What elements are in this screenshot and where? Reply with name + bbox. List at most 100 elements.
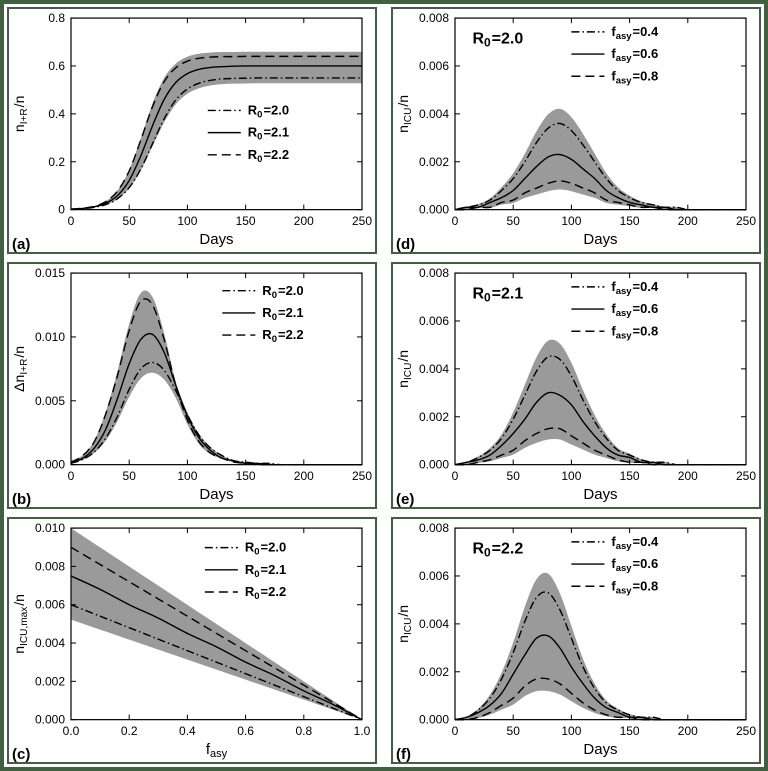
svg-text:0.008: 0.008	[419, 266, 449, 280]
svg-text:0.6: 0.6	[48, 59, 65, 73]
svg-text:1.0: 1.0	[354, 724, 371, 738]
svg-text:fasy=0.4: fasy=0.4	[611, 24, 659, 42]
panel-label-a: (a)	[12, 236, 31, 253]
svg-text:0.010: 0.010	[35, 521, 65, 535]
svg-text:R0=2.0: R0=2.0	[262, 283, 303, 301]
chart-f-icu-r2p2: 0 50 100 150 200 250 0.000 0.002 0.004 0.006 0.008…	[395, 521, 756, 758]
panel-b: 0 50 100 150 200 250 0.000 0.005 0.010 0.015 Days Δ…	[7, 262, 377, 509]
panel-d: 0 50 100 150 200 250 0.000 0.002 0.004 0.006 0.008…	[391, 7, 761, 254]
svg-text:R0=2.1: R0=2.1	[262, 305, 303, 323]
svg-text:Days: Days	[199, 231, 233, 248]
svg-text:0.006: 0.006	[419, 59, 449, 73]
svg-text:ΔnI+R/n: ΔnI+R/n	[11, 346, 30, 392]
svg-text:50: 50	[123, 214, 137, 228]
svg-text:150: 150	[236, 469, 256, 483]
svg-text:nICU,max/n: nICU,max/n	[11, 594, 30, 654]
svg-text:150: 150	[620, 724, 640, 738]
panel-f: 0 50 100 150 200 250 0.000 0.002 0.004 0.006 0.008…	[391, 517, 761, 764]
svg-text:R0=2.1: R0=2.1	[245, 562, 286, 580]
svg-text:R0=2.2: R0=2.2	[262, 327, 303, 345]
svg-text:0: 0	[452, 724, 459, 738]
svg-text:fasy=0.8: fasy=0.8	[611, 68, 658, 86]
svg-text:0.4: 0.4	[179, 724, 196, 738]
svg-text:R0=2.0: R0=2.0	[245, 540, 286, 558]
svg-text:150: 150	[620, 469, 640, 483]
svg-text:0.006: 0.006	[35, 598, 65, 612]
svg-text:200: 200	[678, 724, 698, 738]
svg-text:250: 250	[352, 469, 372, 483]
svg-text:R0=2.0: R0=2.0	[248, 102, 289, 120]
svg-text:200: 200	[678, 469, 698, 483]
panel-label-c: (c)	[12, 746, 31, 763]
panel-label-f: (f)	[396, 746, 411, 763]
svg-text:250: 250	[736, 469, 756, 483]
svg-text:200: 200	[294, 214, 314, 228]
svg-text:nICU/n: nICU/n	[395, 350, 414, 388]
svg-text:0.004: 0.004	[35, 636, 65, 650]
svg-text:fasy=0.4: fasy=0.4	[611, 279, 659, 297]
panel-c: 0.0 0.2 0.4 0.6 0.8 1.0 0.000 0.002 0.004 0.006 0.…	[7, 517, 377, 764]
svg-text:Days: Days	[583, 486, 617, 503]
svg-text:R0=2.1: R0=2.1	[472, 285, 523, 305]
svg-text:R0=2.2: R0=2.2	[245, 584, 286, 602]
svg-text:0.005: 0.005	[35, 394, 65, 408]
svg-text:nICU/n: nICU/n	[395, 95, 414, 133]
svg-text:0.000: 0.000	[35, 458, 65, 472]
svg-text:50: 50	[507, 724, 521, 738]
svg-text:R0=2.2: R0=2.2	[472, 540, 523, 560]
chart-a-cumulative-infected: 0 50 100 150 200 250 0 0.2 0.4 0.6 0.8 Days nI+R/n R0…	[11, 11, 372, 248]
chart-e-icu-r2p1: 0 50 100 150 200 250 0.000 0.002 0.004 0.006 0.008…	[395, 266, 756, 503]
svg-text:0.0: 0.0	[63, 724, 80, 738]
svg-text:nICU/n: nICU/n	[395, 605, 414, 643]
svg-text:50: 50	[507, 469, 521, 483]
svg-text:0.000: 0.000	[419, 203, 449, 217]
chart-d-icu-r2p0: 0 50 100 150 200 250 0.000 0.002 0.004 0.006 0.008…	[395, 11, 756, 248]
svg-text:250: 250	[352, 214, 372, 228]
svg-text:0: 0	[68, 214, 75, 228]
svg-text:0.008: 0.008	[419, 521, 449, 535]
svg-text:fasy=0.4: fasy=0.4	[611, 534, 659, 552]
svg-text:R0=2.2: R0=2.2	[248, 147, 289, 165]
svg-text:0.8: 0.8	[295, 724, 312, 738]
svg-text:0.004: 0.004	[419, 107, 449, 121]
svg-text:100: 100	[177, 469, 197, 483]
panel-label-d: (d)	[396, 236, 416, 253]
svg-text:0.4: 0.4	[48, 107, 65, 121]
svg-text:0.000: 0.000	[419, 713, 449, 727]
panel-label-b: (b)	[12, 491, 32, 508]
svg-text:250: 250	[736, 724, 756, 738]
svg-text:fasy=0.6: fasy=0.6	[611, 556, 658, 574]
svg-text:150: 150	[620, 214, 640, 228]
chart-c-icu-max-vs-fasy: 0.0 0.2 0.4 0.6 0.8 1.0 0.000 0.002 0.004 0.006 0.…	[11, 521, 371, 760]
svg-text:0.015: 0.015	[35, 266, 65, 280]
svg-text:0.000: 0.000	[35, 713, 65, 727]
svg-text:100: 100	[561, 214, 581, 228]
svg-text:0.008: 0.008	[419, 11, 449, 25]
svg-text:100: 100	[561, 724, 581, 738]
svg-text:fasy: fasy	[206, 741, 228, 760]
svg-text:0.002: 0.002	[35, 674, 65, 688]
svg-text:0.002: 0.002	[419, 665, 449, 679]
svg-text:0.006: 0.006	[419, 314, 449, 328]
svg-text:fasy=0.6: fasy=0.6	[611, 301, 658, 319]
svg-text:R0=2.0: R0=2.0	[472, 30, 523, 50]
svg-text:200: 200	[678, 214, 698, 228]
svg-text:fasy=0.8: fasy=0.8	[611, 323, 658, 341]
svg-text:0.004: 0.004	[419, 362, 449, 376]
svg-text:fasy=0.6: fasy=0.6	[611, 46, 658, 64]
svg-text:50: 50	[123, 469, 137, 483]
svg-text:fasy=0.8: fasy=0.8	[611, 578, 658, 596]
svg-text:Days: Days	[583, 741, 617, 758]
svg-text:0.004: 0.004	[419, 617, 449, 631]
svg-text:0.2: 0.2	[121, 724, 138, 738]
svg-text:0.008: 0.008	[35, 559, 65, 573]
svg-text:0: 0	[452, 469, 459, 483]
svg-text:100: 100	[561, 469, 581, 483]
svg-text:100: 100	[177, 214, 197, 228]
svg-text:0.8: 0.8	[48, 11, 65, 25]
svg-text:250: 250	[736, 214, 756, 228]
svg-text:0.6: 0.6	[237, 724, 254, 738]
panel-e: 0 50 100 150 200 250 0.000 0.002 0.004 0.006 0.008…	[391, 262, 761, 509]
svg-text:Days: Days	[199, 486, 233, 503]
